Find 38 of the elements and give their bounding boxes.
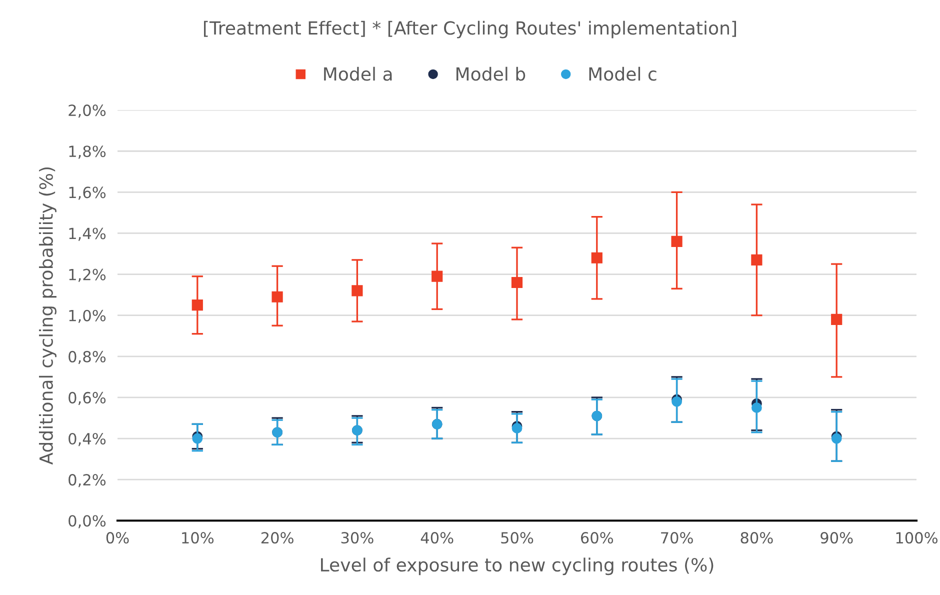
point [751,254,762,266]
legend-label: Model a [324,66,392,81]
y-tick-label: 1,2% [69,268,106,282]
y-tick-label: 0,8% [68,350,106,364]
x-tick-label: 10% [182,532,214,544]
y-tick-label: 0,2% [68,474,106,488]
y-tick-label: 0,6% [68,392,106,406]
point [432,270,443,282]
x-tick-label: 40% [420,532,454,544]
point [671,236,682,248]
x-tick-label: 90% [820,532,853,544]
x-tick-label: 60% [580,532,614,544]
x-tick-label: 30% [341,532,374,544]
point [272,291,283,302]
y-tick-label: 1,0% [69,310,106,323]
x-tick-label: 0% [106,532,129,544]
x-tick-label: 100% [896,532,938,544]
point [751,402,762,413]
y-tick-label: 1,8% [69,146,106,159]
chart-title: [Treatment Effect] * [After Cycling Routes' implementation] [204,20,736,38]
y-tick-label: 2,0% [68,104,106,118]
x-tick-label: 80% [740,532,773,544]
point [511,276,523,288]
y-axis-title: Additional cycling probability (%) [38,167,56,465]
point [831,314,842,326]
y-tick-label: 1,4% [69,228,106,241]
y-tick-label: 0,0% [68,515,106,528]
point [352,285,363,296]
legend-label: Model c [589,66,656,81]
point [192,300,203,311]
x-axis-title: Level of exposure to new cycling routes (%) [321,558,714,576]
x-tick-label: 70% [661,532,693,544]
legend-label: Model b [456,66,526,81]
y-tick-label: 0,4% [68,432,106,446]
x-tick-label: 20% [261,532,294,544]
x-tick-label: 50% [501,532,534,544]
y-tick-label: 1,6% [69,186,106,200]
point [591,252,602,264]
